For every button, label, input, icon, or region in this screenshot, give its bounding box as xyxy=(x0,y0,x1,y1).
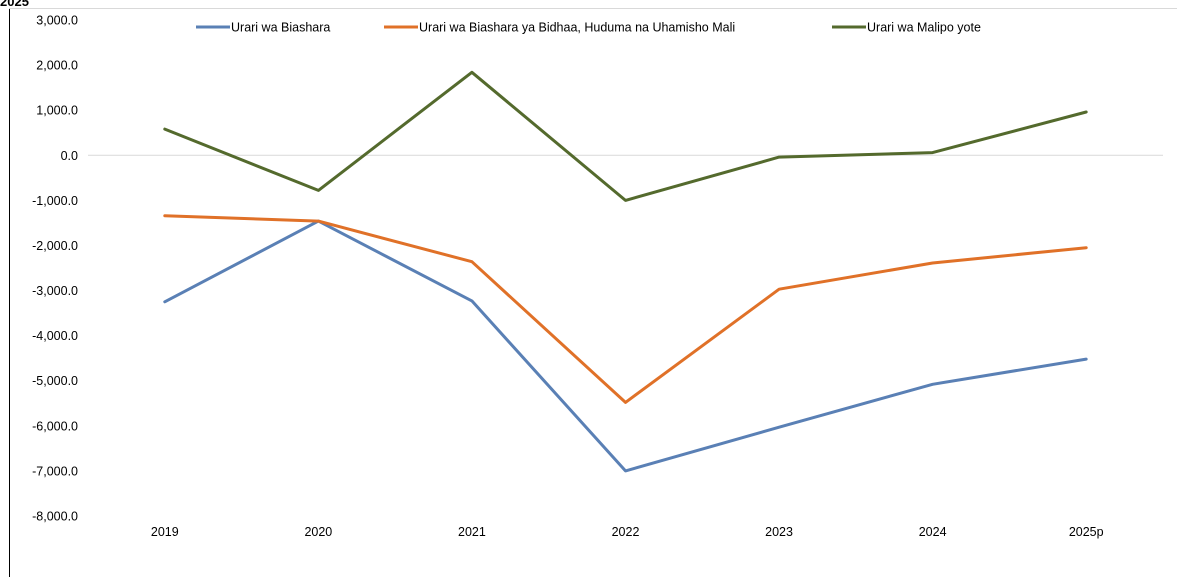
x-tick-label: 2019 xyxy=(151,525,179,539)
y-tick-label: -3,000.0 xyxy=(32,284,78,298)
x-tick-label: 2021 xyxy=(458,525,486,539)
x-tick-label: 2022 xyxy=(612,525,640,539)
x-axis: 2019 2020 2021 2022 2023 2024 2025p xyxy=(151,525,1104,539)
y-tick-label: 1,000.0 xyxy=(36,104,78,118)
x-tick-label: 2020 xyxy=(304,525,332,539)
legend: Urari wa Biashara Urari wa Biashara ya Bi… xyxy=(196,21,981,35)
legend-label: Urari wa Biashara ya Bidhaa, Huduma na U… xyxy=(419,21,735,35)
y-tick-label: -4,000.0 xyxy=(32,329,78,343)
x-tick-label: 2024 xyxy=(919,525,947,539)
series-line-2 xyxy=(163,214,1088,404)
top-fragment-label: 2025 xyxy=(0,0,29,9)
y-tick-label: -2,000.0 xyxy=(32,239,78,253)
legend-label: Urari wa Malipo yote xyxy=(867,21,981,35)
y-tick-label: -5,000.0 xyxy=(32,374,78,388)
legend-label: Urari wa Biashara xyxy=(231,21,330,35)
y-tick-label: -8,000.0 xyxy=(32,510,78,524)
series-group xyxy=(163,70,1088,473)
y-tick-label: -6,000.0 xyxy=(32,419,78,433)
series-line-1 xyxy=(163,219,1088,473)
x-tick-label: 2025p xyxy=(1069,525,1104,539)
series-line-3 xyxy=(163,70,1088,202)
y-tick-label: -1,000.0 xyxy=(32,194,78,208)
x-tick-label: 2023 xyxy=(765,525,793,539)
y-axis: 3,000.0 2,000.0 1,000.0 0.0 -1,000.0 -2,000.0… xyxy=(32,14,78,524)
y-tick-label: 3,000.0 xyxy=(36,14,78,28)
y-tick-label: -7,000.0 xyxy=(32,464,78,478)
y-tick-label: 0.0 xyxy=(61,149,78,163)
y-tick-label: 2,000.0 xyxy=(36,59,78,73)
